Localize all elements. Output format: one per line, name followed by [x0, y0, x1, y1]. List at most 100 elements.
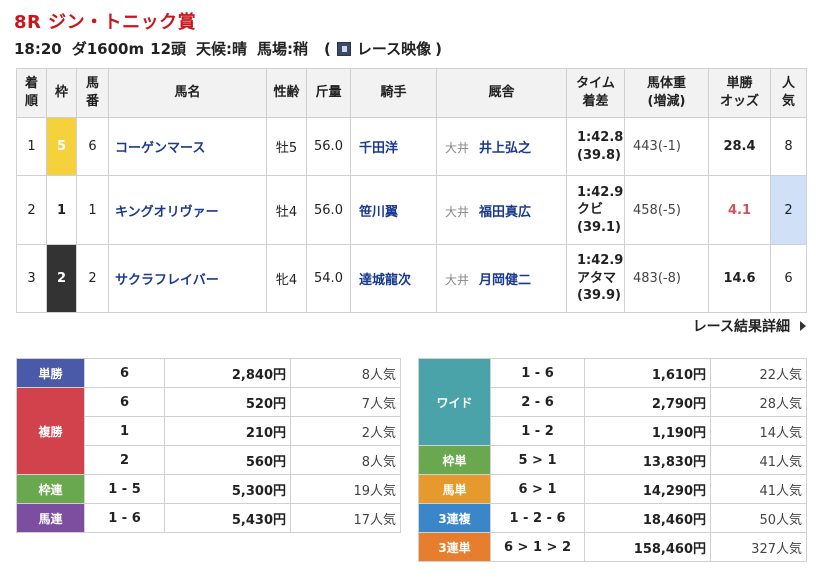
payout-label-tansho: 単勝	[16, 358, 85, 388]
header-waku: 枠	[46, 68, 77, 118]
popularity: 6	[770, 244, 807, 313]
jockey-link[interactable]: 千田洋	[350, 117, 437, 176]
trainer-region: 大井	[445, 273, 470, 287]
payout-popularity: 327人気	[710, 532, 807, 562]
payout-popularity: 41人気	[710, 474, 807, 504]
header-body-weight: 馬体重 (増減)	[624, 68, 709, 118]
trainer-cell: 大井 井上弘之	[436, 117, 567, 176]
trainer-link[interactable]: 月岡健二	[479, 273, 532, 288]
payout-amount: 5,430円	[164, 503, 291, 533]
video-icon	[336, 41, 351, 56]
waku-badge: 2	[47, 245, 76, 312]
payout-amount: 2,840円	[164, 358, 291, 388]
horse-name-cell: キングオリヴァー	[108, 175, 267, 245]
weight-carried: 54.0	[306, 244, 351, 313]
video-paren-open: (	[324, 39, 331, 58]
header-odds: 単勝 オッズ	[708, 68, 771, 118]
waku-badge: 1	[47, 176, 76, 244]
horse-name-link[interactable]: サクラフレイバー	[115, 273, 219, 288]
sex-age: 牡5	[266, 117, 307, 176]
horse-name-link[interactable]: キングオリヴァー	[115, 204, 219, 220]
payout-amount: 13,830円	[584, 445, 711, 475]
trainer-region: 大井	[445, 141, 470, 155]
payout-label-wakutan: 枠単	[418, 445, 491, 475]
win-odds: 28.4	[708, 117, 771, 176]
header-name: 馬名	[108, 68, 267, 118]
payout-row: 枠連 1 - 5 5,300円 19人気	[16, 474, 401, 504]
payout-popularity: 19人気	[290, 474, 401, 504]
waku-cell: 1	[46, 175, 77, 245]
chevron-right-icon	[800, 321, 806, 331]
header-popularity: 人気	[770, 68, 807, 118]
payout-row: ワイド 1 - 6 1,610円 22人気	[418, 358, 807, 446]
popularity: 2	[770, 175, 807, 245]
payout-combination: 5 > 1	[490, 445, 585, 475]
body-weight: 483(-8)	[624, 244, 709, 313]
trainer-link[interactable]: 井上弘之	[479, 141, 532, 156]
payout-popularity: 17人気	[290, 503, 401, 533]
header-rank: 着順	[16, 68, 47, 118]
race-detail-label: レース結果詳細	[692, 319, 790, 335]
race-course: ダ1600m	[71, 40, 145, 58]
jockey-link[interactable]: 笹川翼	[350, 175, 437, 245]
payout-amount: 14,290円	[584, 474, 711, 504]
payout-combination: 6 > 1 > 2	[490, 532, 585, 562]
payout-combination: 1 - 5	[84, 474, 165, 504]
header-sexage: 性齢	[266, 68, 307, 118]
payout-combination: 1 - 6	[84, 503, 165, 533]
payout-table-right: ワイド 1 - 6 1,610円 22人気 2 - 6 2,790円 28人気 1 - 2 1,…	[418, 358, 807, 562]
race-weather: 天候:晴	[196, 40, 248, 58]
sex-age: 牝4	[266, 244, 307, 313]
payout-row: 複勝 6 520円 7人気	[16, 387, 401, 475]
payout-popularity: 41人気	[710, 445, 807, 475]
payout-combination: 1 - 2 - 6	[490, 503, 585, 533]
time-cell: 1:42.8 (39.8)	[566, 117, 625, 176]
payout-combination: 1 - 6	[490, 358, 585, 388]
payout-label-fukusho: 複勝	[16, 387, 85, 475]
payout-row: 3連複 1 - 2 - 6 18,460円 50人気	[418, 503, 807, 533]
payout-combination: 6	[84, 358, 165, 388]
waku-cell: 5	[46, 117, 77, 176]
race-title: 8R ジン・トニック賞	[14, 12, 197, 33]
rank-cell: 1	[16, 117, 47, 176]
payout-amount: 520円	[164, 387, 291, 417]
payout-popularity: 22人気	[710, 358, 807, 388]
race-info: 18:20 ダ1600m 12頭 天候:晴 馬場:稍 ( レース映像 )	[14, 38, 442, 59]
waku-badge: 5	[47, 118, 76, 175]
payout-popularity: 28人気	[710, 387, 807, 417]
horse-number: 1	[76, 175, 109, 245]
weight-carried: 56.0	[306, 117, 351, 176]
header-jockey: 騎手	[350, 68, 437, 118]
payout-label-wide: ワイド	[418, 358, 491, 446]
horse-number: 2	[76, 244, 109, 313]
payout-label-wakuren: 枠連	[16, 474, 85, 504]
race-detail-link[interactable]: レース結果詳細	[693, 316, 806, 336]
table-row: 1 5 6 コーゲンマース 牡5 56.0 千田洋 大井 井上弘之 1:42.8(…	[16, 117, 807, 176]
payout-popularity: 7人気	[290, 387, 401, 417]
payout-row: 3連単 6 > 1 > 2 158,460円 327人気	[418, 532, 807, 562]
race-track: 馬場:稍	[257, 40, 309, 58]
payout-label-sanrentan: 3連単	[418, 532, 491, 562]
trainer-link[interactable]: 福田真広	[479, 204, 532, 220]
payout-combination: 1 - 2	[490, 416, 585, 446]
horse-name-link[interactable]: コーゲンマース	[115, 141, 206, 156]
table-row: 3 2 2 サクラフレイバー 牝4 54.0 達城龍次 大井 月岡健二 1:42.…	[16, 244, 807, 313]
win-odds: 14.6	[708, 244, 771, 313]
time-cell: 1:42.9 アタマ (39.9)	[566, 244, 625, 313]
payout-label-umatan: 馬単	[418, 474, 491, 504]
jockey-link[interactable]: 達城龍次	[350, 244, 437, 313]
popularity: 8	[770, 117, 807, 176]
payout-popularity: 50人気	[710, 503, 807, 533]
payout-amount: 1,190円	[584, 416, 711, 446]
race-video-link[interactable]: ( レース映像 )	[324, 38, 442, 59]
body-weight: 458(-5)	[624, 175, 709, 245]
payout-table-left: 単勝 6 2,840円 8人気 複勝 6 520円 7人気 1 210円 2人気 2 560円 8人気 枠連…	[16, 358, 401, 533]
payout-combination: 6 > 1	[490, 474, 585, 504]
payout-popularity: 14人気	[710, 416, 807, 446]
sex-age: 牡4	[266, 175, 307, 245]
video-label: レース映像	[356, 40, 432, 58]
horse-number: 6	[76, 117, 109, 176]
horse-name-cell: コーゲンマース	[108, 117, 267, 176]
payout-row: 1 - 2 1,190円 14人気	[419, 416, 807, 446]
result-header-row: 着順 枠 馬番 馬名 性齢 斤量 騎手 厩舎 タイム 着差 馬体重 (増減) 単勝オ…	[16, 68, 807, 118]
